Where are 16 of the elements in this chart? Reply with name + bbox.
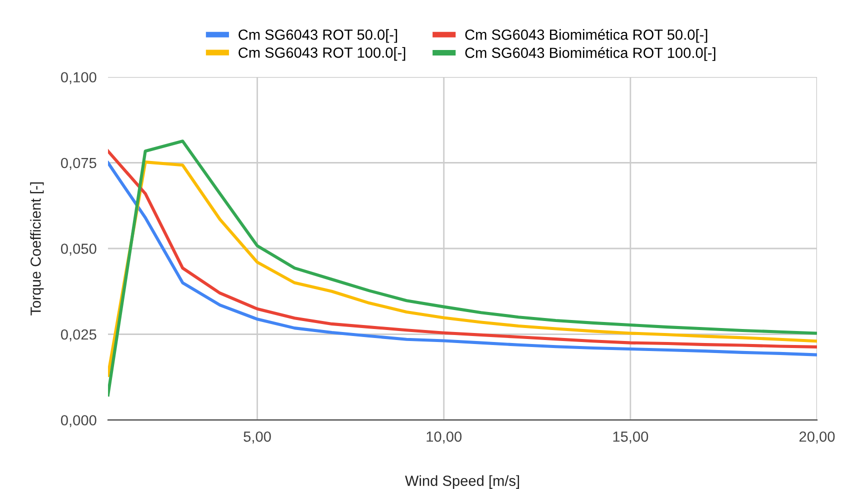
x-tick-label: 5,00: [244, 431, 271, 444]
legend-label: Cm SG6043 ROT 50.0[-]: [238, 29, 398, 43]
y-tick-label: 0,075: [60, 158, 96, 170]
x-tick-label: 10,00: [426, 431, 462, 444]
y-tick-label: 0,000: [60, 415, 96, 428]
x-tick-label: 20,00: [799, 431, 835, 444]
y-tick-label: 0,100: [60, 72, 96, 84]
x-axis-title: Wind Speed [m/s]: [405, 475, 520, 489]
legend-label: Cm SG6043 Biomimética ROT 100.0[-]: [465, 47, 716, 61]
line-series: [108, 140, 817, 396]
x-tick-label: 15,00: [613, 431, 648, 444]
y-tick-label: 0,025: [60, 329, 96, 342]
legend-label: Cm SG6043 ROT 100.0[-]: [238, 47, 406, 61]
legend-label: Cm SG6043 Biomimética ROT 50.0[-]: [465, 28, 708, 43]
y-axis-title: Torque Coefficient [-]: [30, 182, 44, 316]
y-tick-label: 0,050: [60, 244, 96, 256]
